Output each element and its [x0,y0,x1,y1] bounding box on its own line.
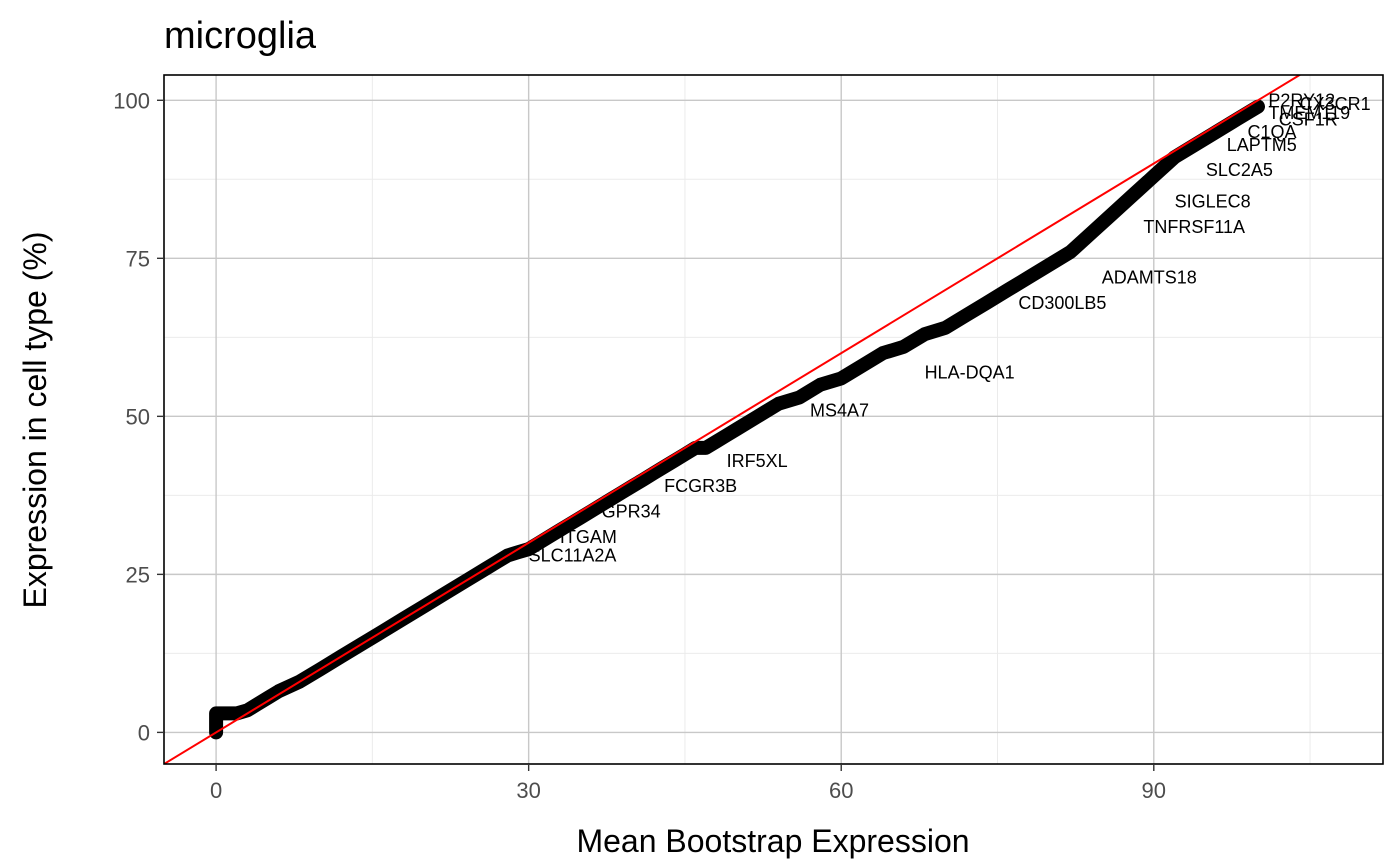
plot-panel-border [163,74,1384,765]
data-point [721,430,732,441]
identity-line [164,75,1302,764]
gene-label: TNFRSF11A [1143,217,1245,237]
reference-line [164,75,1302,764]
grid-lines [164,75,1383,764]
y-axis-title: Expression in cell type (%) [17,231,53,608]
data-point [773,398,784,409]
gene-label: SLC2A5 [1206,160,1273,180]
data-point [857,360,868,371]
data-point [575,512,586,523]
data-point [565,518,576,529]
data-point [961,310,972,321]
data-point [523,544,534,555]
y-tick-label: 25 [126,562,150,587]
gene-label: GPR34 [602,501,661,521]
data-point [877,348,888,359]
data-points [209,99,1265,740]
data-point [1252,101,1263,112]
x-axis-title: Mean Bootstrap Expression [576,823,969,859]
y-tick-label: 75 [126,246,150,271]
data-point [211,708,222,719]
chart-title: microglia [164,15,317,57]
data-point [231,708,242,719]
data-point [679,449,690,460]
y-axis-ticks: 0 25 50 75 100 [113,88,164,745]
data-point [898,341,909,352]
gene-label: LAPTM5 [1227,135,1297,155]
data-point [586,506,597,517]
x-axis-ticks: 0 30 60 90 [210,764,1166,803]
data-point [534,537,545,548]
data-point [1002,284,1013,295]
gene-label: C1QA [1248,122,1297,142]
data-point [1107,209,1118,220]
data-point [1190,139,1201,150]
data-point [1148,171,1159,182]
gene-label: FCGR3B [664,476,737,496]
data-point [1023,272,1034,283]
data-point [1169,152,1180,163]
data-point [659,461,670,472]
x-tick-label: 60 [829,778,853,803]
data-point [1127,190,1138,201]
data-point [221,708,232,719]
data-point [732,423,743,434]
data-point [627,480,638,491]
gene-label: TMEM119 [1268,103,1350,123]
gene-label: SIGLEC8 [1175,192,1251,212]
data-point [700,442,711,453]
gene-label: CX3CR1 [1300,94,1371,114]
y-tick-label: 50 [126,404,150,429]
data-point [815,379,826,390]
data-point [596,499,607,510]
gene-label: ADAMTS18 [1102,268,1197,288]
data-point [711,436,722,447]
y-tick-label: 0 [138,720,150,745]
x-tick-label: 30 [516,778,540,803]
data-point [982,297,993,308]
y-tick-label: 100 [113,88,150,113]
data-point [919,329,930,340]
data-point [638,474,649,485]
data-point [607,493,618,504]
data-point [669,455,680,466]
data-point [752,411,763,422]
data-point [836,373,847,384]
data-point [1232,114,1243,125]
x-tick-label: 90 [1142,778,1166,803]
gene-label: IRF5XL [727,451,788,471]
data-point [617,487,628,498]
data-point [1065,246,1076,257]
gene-label: P2RY12 [1268,91,1335,111]
data-point [554,525,565,536]
gene-label: CD300LB5 [1018,293,1106,313]
x-tick-label: 0 [210,778,222,803]
data-point [940,322,951,333]
data-point [690,442,701,453]
gene-label: HLA-DQA1 [925,362,1015,382]
gene-label: CSF1R [1279,110,1338,130]
data-point [1086,228,1097,239]
data-point [1044,259,1055,270]
gene-label: SLC11A2A [529,546,617,566]
data-point [794,392,805,403]
gene-label: MS4A7 [810,400,869,420]
data-point [648,468,659,479]
gene-label: ITGAM [560,527,617,547]
data-point [544,531,555,542]
data-point [1211,126,1222,137]
